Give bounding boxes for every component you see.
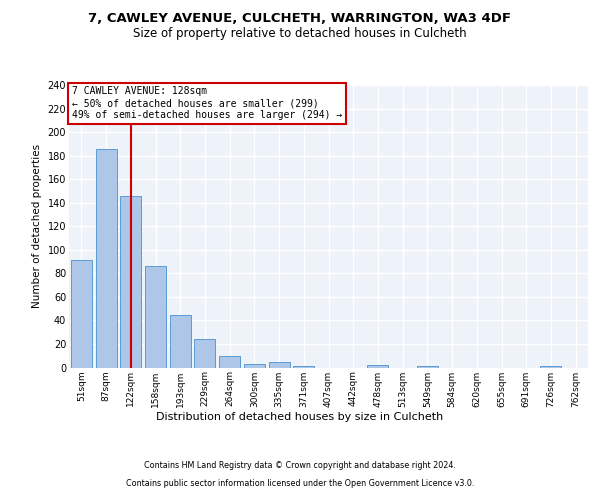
Text: Distribution of detached houses by size in Culcheth: Distribution of detached houses by size …	[157, 412, 443, 422]
Bar	[293, 366, 314, 368]
Bar	[145, 266, 166, 368]
Text: Contains public sector information licensed under the Open Government Licence v3: Contains public sector information licen…	[126, 478, 474, 488]
Bar	[71, 260, 92, 368]
Bar	[219, 356, 240, 368]
Text: 7, CAWLEY AVENUE, CULCHETH, WARRINGTON, WA3 4DF: 7, CAWLEY AVENUE, CULCHETH, WARRINGTON, …	[89, 12, 511, 26]
Bar	[95, 148, 116, 368]
Bar	[367, 365, 388, 368]
Bar	[269, 362, 290, 368]
Bar	[170, 314, 191, 368]
Bar	[194, 339, 215, 368]
Bar	[244, 364, 265, 368]
Y-axis label: Number of detached properties: Number of detached properties	[32, 144, 42, 308]
Bar	[541, 366, 562, 368]
Bar	[417, 366, 438, 368]
Text: 7 CAWLEY AVENUE: 128sqm
← 50% of detached houses are smaller (299)
49% of semi-d: 7 CAWLEY AVENUE: 128sqm ← 50% of detache…	[71, 86, 342, 120]
Text: Contains HM Land Registry data © Crown copyright and database right 2024.: Contains HM Land Registry data © Crown c…	[144, 461, 456, 470]
Bar	[120, 196, 141, 368]
Text: Size of property relative to detached houses in Culcheth: Size of property relative to detached ho…	[133, 28, 467, 40]
